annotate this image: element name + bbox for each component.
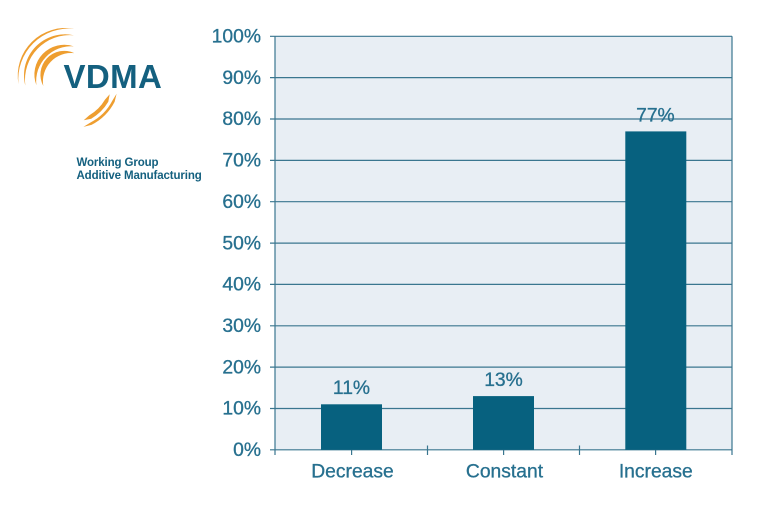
svg-text:0%: 0% (233, 440, 261, 461)
svg-text:20%: 20% (222, 357, 261, 378)
svg-text:Constant: Constant (466, 462, 544, 483)
svg-text:50%: 50% (222, 233, 261, 254)
svg-text:11%: 11% (333, 378, 370, 399)
svg-text:Additive Manufacturing: Additive Manufacturing (77, 170, 202, 182)
svg-text:Increase: Increase (619, 462, 693, 483)
svg-text:40%: 40% (222, 275, 261, 296)
svg-text:90%: 90% (222, 68, 261, 89)
svg-text:VDMA: VDMA (64, 58, 163, 95)
svg-text:80%: 80% (222, 109, 261, 130)
svg-text:60%: 60% (222, 192, 261, 213)
svg-text:Working Group: Working Group (77, 157, 159, 169)
svg-text:10%: 10% (222, 399, 261, 420)
svg-text:100%: 100% (212, 27, 261, 48)
svg-text:70%: 70% (222, 151, 261, 172)
svg-text:Decrease: Decrease (311, 462, 394, 483)
svg-text:30%: 30% (222, 316, 261, 337)
svg-text:77%: 77% (636, 106, 675, 127)
svg-text:13%: 13% (484, 370, 523, 391)
